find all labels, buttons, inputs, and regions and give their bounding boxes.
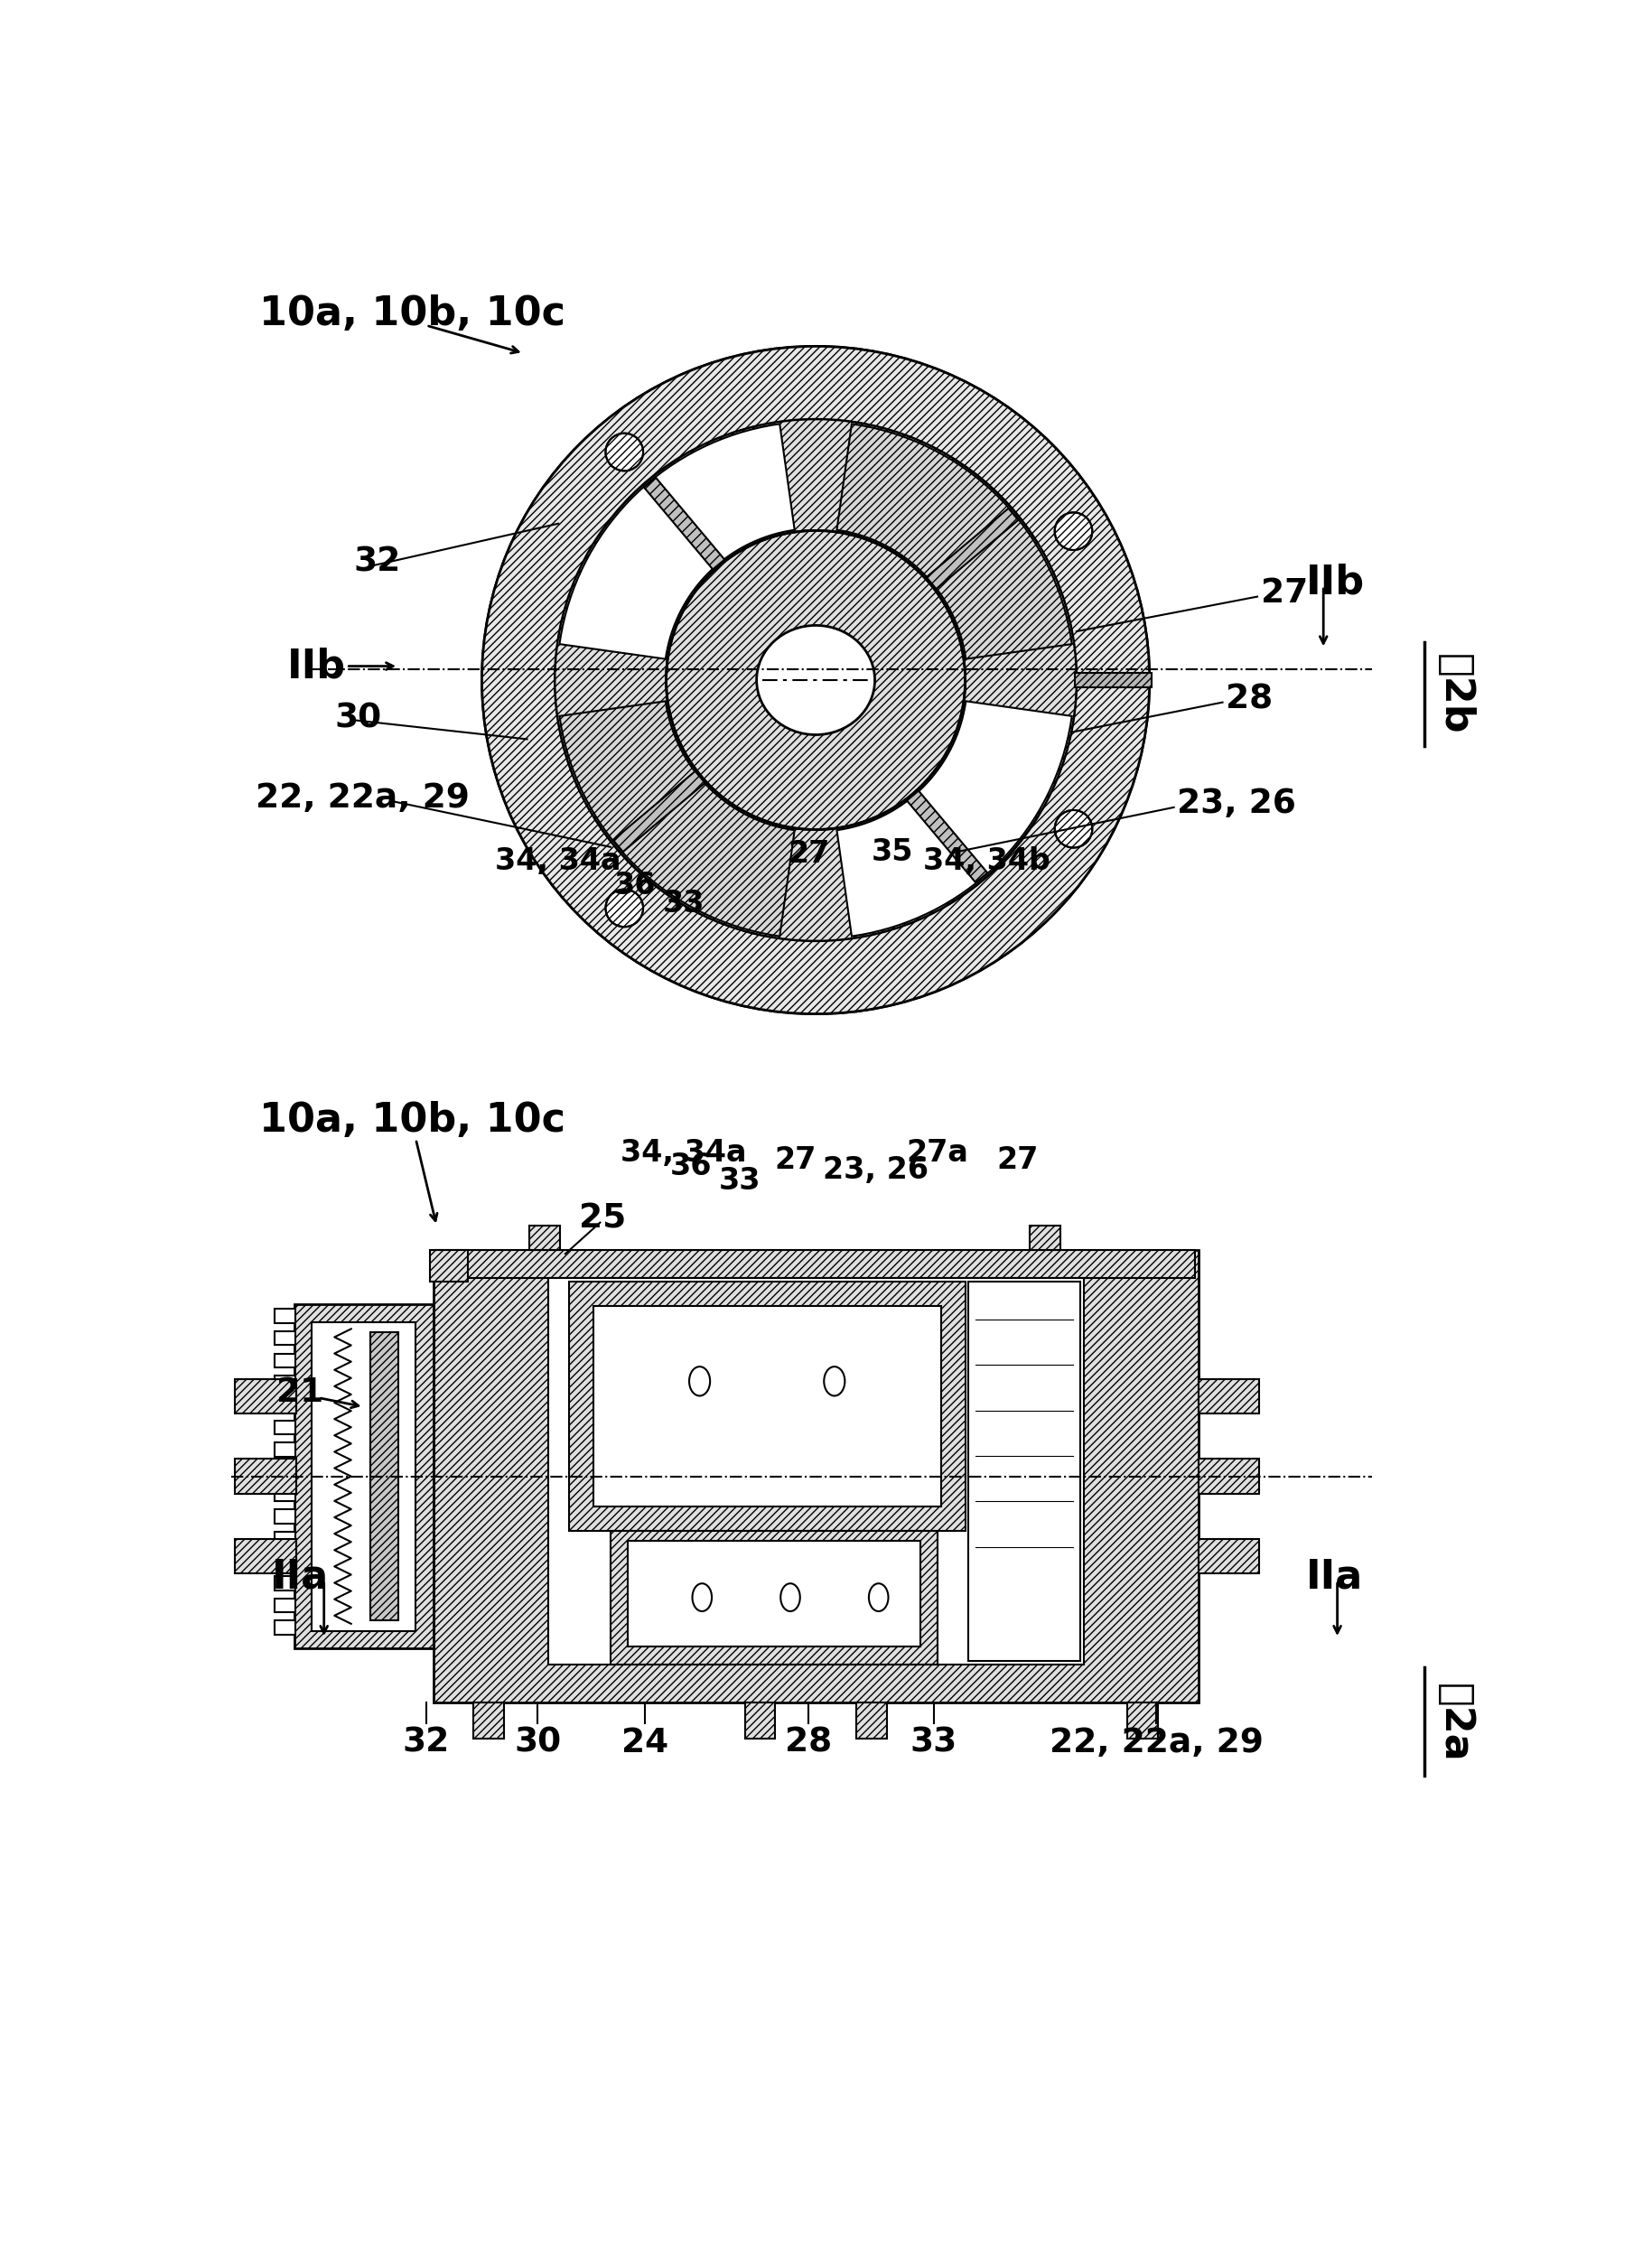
- Polygon shape: [613, 771, 705, 852]
- Polygon shape: [838, 425, 1072, 659]
- Bar: [433, 1250, 1198, 1702]
- Bar: [312, 1322, 416, 1630]
- Text: 27: 27: [775, 1144, 816, 1176]
- Text: 33: 33: [662, 890, 704, 919]
- Bar: [274, 1376, 296, 1389]
- Bar: [436, 1250, 1194, 1279]
- Bar: [745, 1702, 775, 1738]
- Text: IIb: IIb: [287, 647, 345, 686]
- Bar: [274, 1576, 296, 1589]
- Ellipse shape: [757, 625, 876, 735]
- Text: 21: 21: [276, 1376, 324, 1409]
- Bar: [529, 1225, 560, 1250]
- Bar: [274, 1443, 296, 1457]
- Text: 32: 32: [354, 546, 400, 578]
- Text: 25: 25: [580, 1203, 626, 1236]
- Bar: [430, 1250, 468, 1281]
- Polygon shape: [838, 701, 1072, 935]
- Text: 28: 28: [1226, 683, 1274, 715]
- Text: 27: 27: [1260, 578, 1308, 609]
- Circle shape: [606, 434, 643, 470]
- Bar: [568, 1281, 965, 1531]
- Text: 23, 26: 23, 26: [1178, 787, 1297, 821]
- Bar: [274, 1508, 296, 1524]
- Polygon shape: [560, 701, 795, 935]
- Bar: [1074, 672, 1151, 688]
- Polygon shape: [555, 542, 669, 818]
- Text: 图2b: 图2b: [1434, 654, 1474, 735]
- Bar: [274, 1488, 296, 1502]
- Bar: [1029, 1225, 1061, 1250]
- Bar: [274, 1598, 296, 1612]
- Polygon shape: [963, 542, 1077, 818]
- Text: 32: 32: [403, 1726, 449, 1760]
- Text: 35: 35: [871, 839, 914, 868]
- Text: 24: 24: [621, 1726, 669, 1760]
- Circle shape: [1054, 513, 1092, 551]
- Ellipse shape: [824, 1367, 844, 1396]
- Text: 36: 36: [615, 870, 656, 899]
- Text: 33: 33: [910, 1726, 958, 1760]
- Circle shape: [482, 346, 1150, 1014]
- Ellipse shape: [781, 1583, 800, 1612]
- Text: IIa: IIa: [1307, 1558, 1363, 1596]
- Text: 33: 33: [719, 1167, 760, 1196]
- Text: IIb: IIb: [1307, 564, 1365, 602]
- Ellipse shape: [869, 1583, 889, 1612]
- Text: 28: 28: [785, 1726, 833, 1760]
- Bar: [274, 1531, 296, 1547]
- Bar: [274, 1308, 296, 1324]
- Bar: [274, 1621, 296, 1634]
- Text: 27a: 27a: [905, 1137, 968, 1169]
- Bar: [274, 1398, 296, 1412]
- Polygon shape: [677, 827, 953, 940]
- Text: 27: 27: [996, 1144, 1039, 1176]
- Text: 36: 36: [669, 1151, 712, 1182]
- Bar: [548, 1279, 1084, 1664]
- Polygon shape: [907, 791, 988, 883]
- Text: 23, 26: 23, 26: [823, 1155, 928, 1185]
- Bar: [628, 1542, 920, 1648]
- Polygon shape: [927, 508, 1018, 589]
- Ellipse shape: [692, 1583, 712, 1612]
- Bar: [370, 1333, 398, 1621]
- Bar: [856, 1702, 887, 1738]
- Text: 22, 22a, 29: 22, 22a, 29: [1049, 1726, 1264, 1760]
- Polygon shape: [677, 420, 953, 533]
- Bar: [274, 1466, 296, 1479]
- Text: 30: 30: [514, 1726, 562, 1760]
- Text: 34, 34a: 34, 34a: [621, 1137, 747, 1169]
- Text: 34, 34b: 34, 34b: [923, 845, 1051, 877]
- Bar: [474, 1702, 504, 1738]
- Circle shape: [606, 890, 643, 926]
- Polygon shape: [560, 425, 795, 659]
- Text: IIa: IIa: [273, 1558, 329, 1596]
- Circle shape: [1054, 809, 1092, 847]
- Bar: [274, 1421, 296, 1434]
- Polygon shape: [644, 477, 725, 569]
- Bar: [1198, 1540, 1259, 1574]
- Text: 22, 22a, 29: 22, 22a, 29: [256, 782, 469, 814]
- Bar: [1198, 1459, 1259, 1493]
- Text: 10a, 10b, 10c: 10a, 10b, 10c: [259, 294, 565, 333]
- Bar: [274, 1353, 296, 1367]
- Text: 10a, 10b, 10c: 10a, 10b, 10c: [259, 1102, 565, 1140]
- Bar: [235, 1459, 296, 1493]
- Bar: [593, 1306, 942, 1506]
- Bar: [235, 1540, 296, 1574]
- Ellipse shape: [689, 1367, 710, 1396]
- Text: 图2a: 图2a: [1434, 1684, 1474, 1762]
- Bar: [968, 1281, 1080, 1661]
- Bar: [294, 1304, 433, 1648]
- Bar: [235, 1378, 296, 1414]
- Bar: [274, 1553, 296, 1567]
- Bar: [611, 1531, 937, 1664]
- Text: 27: 27: [788, 839, 829, 868]
- Text: 30: 30: [334, 701, 382, 735]
- Bar: [274, 1331, 296, 1344]
- Bar: [1127, 1702, 1158, 1738]
- Circle shape: [666, 531, 965, 830]
- Bar: [1198, 1378, 1259, 1414]
- Text: 34, 34a: 34, 34a: [496, 845, 621, 877]
